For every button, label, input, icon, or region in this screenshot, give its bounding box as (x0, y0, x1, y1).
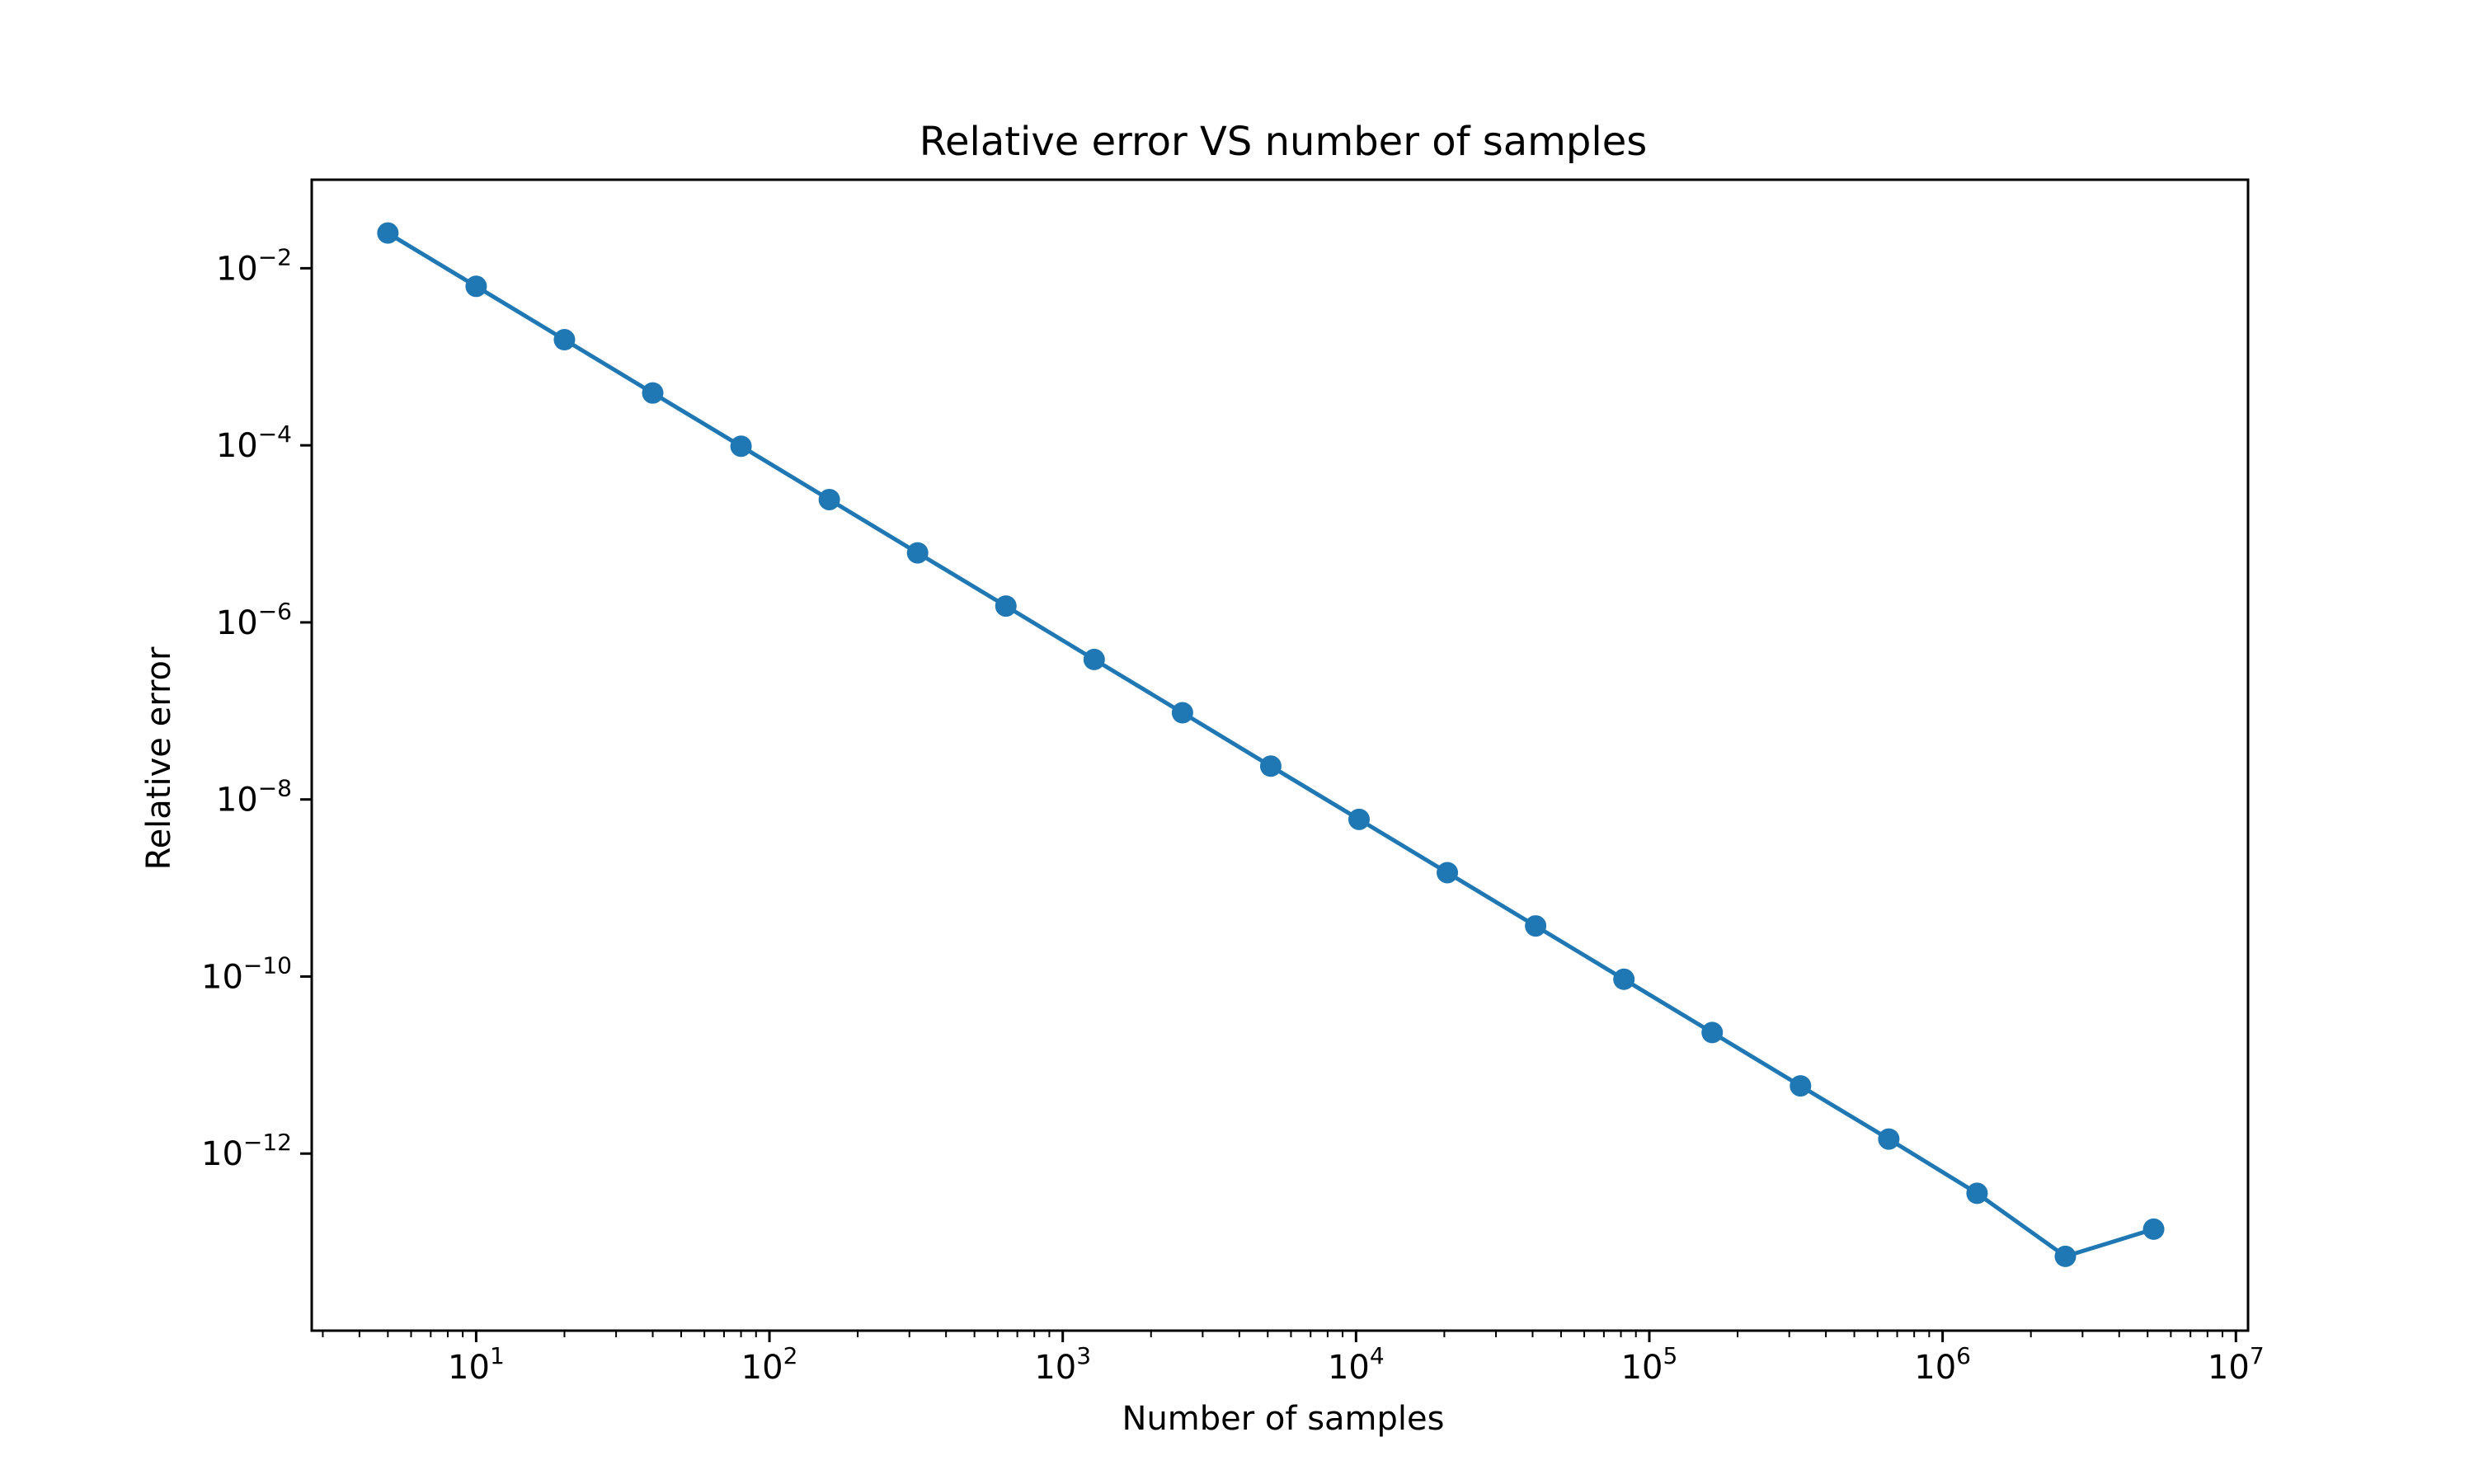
y-tick-label-mantissa: 10 (201, 958, 243, 996)
y-tick-label-exponent: −2 (258, 243, 292, 270)
data-point (1613, 968, 1635, 990)
data-point (553, 329, 576, 351)
data-point (1348, 808, 1371, 830)
x-tick-label-exponent: 5 (1663, 1342, 1678, 1369)
y-tick-label: 10−8 (216, 775, 292, 819)
x-tick-label-mantissa: 10 (1328, 1349, 1370, 1387)
x-tick-label-exponent: 1 (490, 1342, 505, 1369)
x-tick-label-exponent: 2 (783, 1342, 798, 1369)
x-tick-label: 101 (448, 1342, 505, 1387)
data-point (465, 275, 487, 298)
data-point (2142, 1218, 2165, 1240)
data-point (1083, 648, 1105, 670)
y-tick-label: 10−2 (216, 243, 292, 288)
x-tick-label-mantissa: 10 (1621, 1349, 1663, 1387)
x-tick-label-exponent: 7 (2250, 1342, 2265, 1369)
y-tick-label-mantissa: 10 (216, 427, 258, 465)
x-tick-label-exponent: 4 (1370, 1342, 1385, 1369)
y-tick-label-exponent: −12 (243, 1129, 292, 1156)
y-tick-label-exponent: −6 (258, 598, 292, 625)
y-tick-label-exponent: −4 (258, 420, 292, 448)
y-tick-label-mantissa: 10 (216, 604, 258, 642)
x-tick-label-mantissa: 10 (2208, 1349, 2250, 1387)
data-point (1966, 1182, 1988, 1205)
x-tick-label: 106 (1914, 1342, 1971, 1387)
x-axis-label: Number of samples (1122, 1400, 1445, 1438)
data-point (1525, 915, 1547, 937)
data-point (1701, 1021, 1724, 1044)
x-tick-label-mantissa: 10 (1914, 1349, 1956, 1387)
plot-area: 101 102 103 104 105 106 10710−210−410−610−810−… (201, 178, 2265, 1387)
plot-frame (310, 178, 2250, 1332)
data-point (377, 222, 399, 244)
data-point (818, 488, 840, 510)
data-point (1437, 862, 1459, 884)
y-tick-label: 10−6 (216, 598, 292, 642)
data-point (1171, 702, 1193, 724)
y-tick-label-exponent: −10 (243, 951, 292, 979)
x-tick-label: 102 (741, 1342, 798, 1387)
x-tick-label-exponent: 6 (1956, 1342, 1971, 1369)
y-tick-label: 10−4 (216, 420, 292, 465)
x-tick-label: 107 (2208, 1342, 2265, 1387)
chart-title: Relative error VS number of samples (920, 119, 1648, 165)
data-point (1259, 755, 1282, 777)
data-point (906, 542, 929, 564)
y-tick-label-mantissa: 10 (216, 782, 258, 819)
y-axis-label: Relative error (140, 646, 178, 870)
x-tick-label: 103 (1034, 1342, 1091, 1387)
y-tick-label-exponent: −8 (258, 775, 292, 802)
x-tick-label-exponent: 3 (1076, 1342, 1091, 1369)
data-point (1790, 1075, 1812, 1097)
y-tick-label: 10−10 (201, 951, 292, 996)
data-point (730, 435, 752, 458)
x-tick-label: 104 (1328, 1342, 1385, 1387)
data-point (642, 382, 664, 404)
y-tick-label-mantissa: 10 (201, 1135, 243, 1173)
y-tick-label-mantissa: 10 (216, 250, 258, 288)
data-point (995, 595, 1017, 618)
x-tick-label-mantissa: 10 (741, 1349, 783, 1387)
x-tick-label-mantissa: 10 (1034, 1349, 1076, 1387)
y-tick-label: 10−12 (201, 1129, 292, 1173)
data-point (2054, 1245, 2077, 1267)
x-tick-label: 105 (1621, 1342, 1678, 1387)
data-point (1878, 1128, 1900, 1150)
x-tick-label-mantissa: 10 (448, 1349, 490, 1387)
